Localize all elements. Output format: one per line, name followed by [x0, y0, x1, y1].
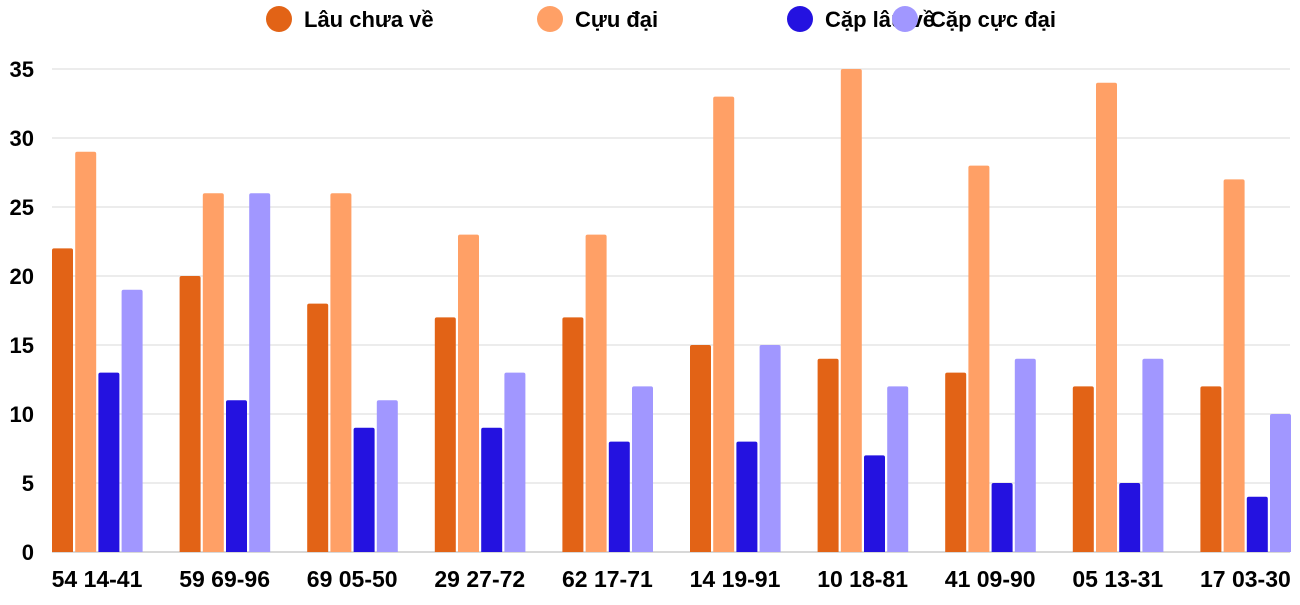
x-tick-label: 05 13-31	[1072, 566, 1163, 592]
x-tick-label: 54 14-41	[52, 566, 143, 592]
bar	[736, 441, 758, 552]
bar	[585, 234, 607, 552]
bar	[945, 372, 967, 552]
bar	[1270, 414, 1291, 552]
legend-marker	[537, 6, 563, 32]
y-tick-label: 0	[22, 540, 34, 565]
legend-label: Lâu chưa về	[304, 7, 434, 32]
y-tick-label: 15	[10, 333, 34, 358]
bar	[504, 372, 526, 552]
bar	[1014, 358, 1036, 552]
legend-label: Cựu đại	[575, 7, 658, 32]
x-tick-label: 14 19-91	[690, 566, 781, 592]
bar	[179, 276, 201, 552]
bar	[98, 372, 120, 552]
bar	[1096, 82, 1117, 553]
y-tick-label: 25	[10, 195, 34, 220]
y-tick-label: 30	[10, 126, 34, 151]
y-tick-label: 35	[10, 57, 34, 82]
x-tick-label: 59 69-96	[179, 566, 270, 592]
legend-label: Cặp cực đại	[930, 7, 1056, 32]
bar	[562, 317, 584, 552]
bar	[353, 427, 375, 552]
legend-item: Cặp cực đại	[892, 6, 1056, 32]
bar	[991, 483, 1013, 552]
bar	[1223, 179, 1245, 552]
bar	[887, 386, 909, 552]
x-tick-label: 41 09-90	[945, 566, 1036, 592]
x-tick-label: 29 27-72	[434, 566, 525, 592]
x-tick-label: 17 03-30	[1200, 566, 1291, 592]
bar	[249, 193, 271, 552]
bar	[1246, 496, 1268, 552]
bar	[458, 234, 479, 552]
bar	[713, 96, 735, 552]
bar	[52, 248, 73, 552]
y-tick-label: 20	[10, 264, 34, 289]
bar	[817, 358, 839, 552]
x-tick-label: 69 05-50	[307, 566, 398, 592]
bar	[481, 427, 503, 552]
legend-marker	[266, 6, 292, 32]
bar	[608, 441, 630, 552]
bar	[632, 386, 653, 552]
legend-item: Lâu chưa về	[266, 6, 434, 32]
y-axis: 0 5 10 15 20 25 30 35	[10, 57, 34, 565]
bar	[759, 345, 781, 552]
bar	[1142, 358, 1164, 552]
legend-marker	[892, 6, 918, 32]
y-tick-label: 10	[10, 402, 34, 427]
bars	[52, 69, 1291, 553]
bar	[307, 303, 329, 552]
bar	[75, 151, 97, 553]
bar	[968, 165, 990, 552]
bar	[1072, 386, 1094, 552]
x-tick-label: 10 18-81	[817, 566, 908, 592]
bar	[690, 345, 711, 552]
bar	[226, 400, 247, 552]
legend-marker	[787, 6, 813, 32]
bar	[1119, 483, 1141, 552]
bar	[121, 289, 143, 552]
bar	[376, 400, 398, 552]
y-tick-label: 5	[22, 471, 34, 496]
x-tick-label: 62 17-71	[562, 566, 653, 592]
bar	[202, 193, 224, 552]
bar	[1200, 386, 1222, 552]
bar	[840, 69, 862, 552]
legend-label: Cặp lâu về	[825, 7, 935, 32]
bar	[434, 317, 456, 552]
legend-item: Cựu đại	[537, 6, 658, 32]
bar	[330, 193, 352, 552]
x-axis: 54 14-41 59 69-96 69 05-50 29 27-72 62 17-71…	[52, 566, 1291, 592]
bar	[864, 455, 885, 552]
